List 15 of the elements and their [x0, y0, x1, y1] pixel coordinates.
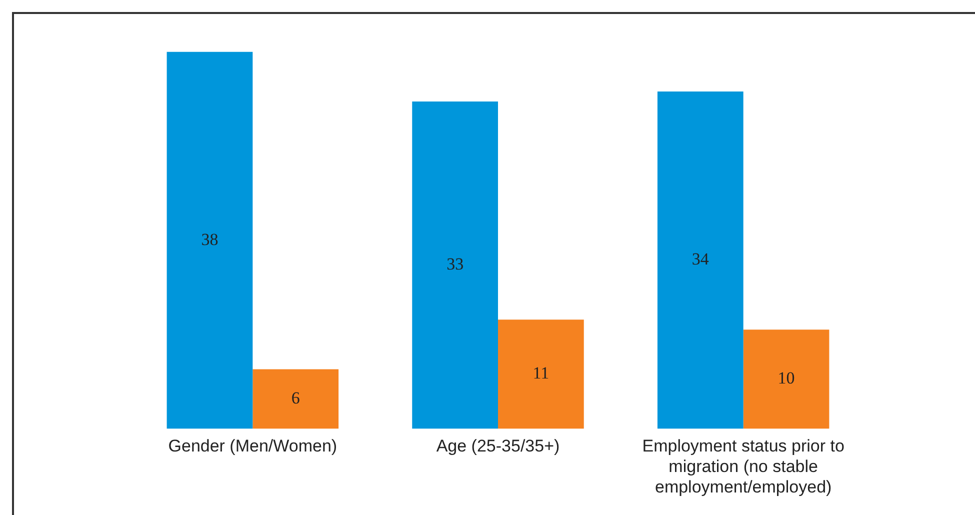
bar — [498, 320, 584, 429]
bar — [657, 92, 744, 429]
data-label: 11 — [532, 364, 550, 383]
bar — [743, 330, 830, 429]
data-label: 6 — [291, 388, 300, 408]
x-tick-label: Employment status prior to migration (no stable employment/employed) — [642, 436, 844, 496]
bar — [166, 52, 253, 429]
data-label: 33 — [446, 254, 464, 274]
data-label: 10 — [778, 368, 795, 388]
x-tick-label: Gender (Men/Women) — [168, 436, 338, 456]
data-label: 34 — [692, 250, 710, 269]
bar — [252, 369, 339, 429]
x-tick-label: Age (25-35/35+) — [436, 436, 560, 456]
data-label: 38 — [201, 230, 218, 249]
bar — [412, 101, 498, 429]
